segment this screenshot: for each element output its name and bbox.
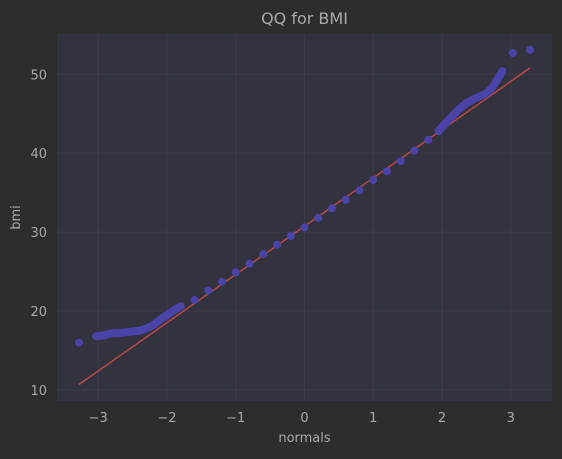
scatter-point bbox=[92, 332, 101, 341]
scatter-point bbox=[135, 326, 144, 335]
x-tick-label: 2 bbox=[438, 411, 446, 426]
scatter-point bbox=[462, 99, 471, 108]
scatter-point bbox=[455, 104, 464, 113]
scatter-point bbox=[468, 95, 477, 104]
scatter-point bbox=[498, 67, 507, 76]
x-axis-label: normals bbox=[278, 431, 331, 446]
scatter-point bbox=[176, 302, 185, 311]
scatter-point bbox=[286, 232, 295, 241]
scatter-point bbox=[121, 328, 130, 337]
scatter-point bbox=[441, 119, 450, 128]
scatter-point bbox=[142, 324, 151, 333]
x-tick-label: −2 bbox=[157, 411, 176, 426]
scatter-point bbox=[75, 338, 83, 347]
scatter-point bbox=[300, 223, 309, 232]
scatter-point bbox=[424, 135, 433, 144]
x-tick-label: 0 bbox=[300, 411, 308, 426]
y-tick-label: 20 bbox=[30, 305, 47, 320]
scatter-point bbox=[355, 186, 364, 195]
scatter-point bbox=[273, 240, 281, 249]
y-tick-label: 30 bbox=[30, 226, 47, 241]
scatter-point bbox=[314, 213, 323, 222]
scatter-point bbox=[218, 277, 226, 286]
scatter-point bbox=[231, 268, 240, 277]
y-axis-label: bmi bbox=[9, 205, 24, 230]
scatter-point bbox=[341, 195, 350, 204]
scatter-point bbox=[410, 146, 419, 155]
scatter-point bbox=[448, 112, 457, 121]
scatter-point bbox=[109, 329, 118, 338]
scatter-point bbox=[259, 250, 268, 259]
x-axis-ticks: −3 −2 −1 0 1 2 3 bbox=[89, 411, 515, 426]
y-axis-ticks: 10 20 30 40 50 bbox=[30, 68, 47, 399]
scatter-point bbox=[526, 45, 534, 54]
scatter-point bbox=[396, 157, 405, 166]
y-tick-label: 40 bbox=[30, 147, 47, 162]
y-tick-label: 10 bbox=[30, 384, 47, 399]
scatter-point bbox=[149, 321, 158, 330]
scatter-point bbox=[190, 295, 199, 304]
scatter-point bbox=[204, 286, 213, 295]
x-tick-label: 1 bbox=[369, 411, 377, 426]
scatter-point bbox=[245, 259, 254, 268]
scatter-point bbox=[383, 167, 391, 176]
scatter-point bbox=[508, 48, 517, 57]
scatter-point bbox=[487, 84, 496, 93]
scatter-point bbox=[156, 315, 165, 324]
scatter-point bbox=[369, 176, 378, 185]
grid-lines bbox=[57, 34, 552, 401]
scatter-point bbox=[434, 127, 443, 136]
scatter-point bbox=[475, 92, 484, 101]
scatter-point bbox=[169, 306, 178, 315]
y-tick-label: 50 bbox=[30, 68, 47, 83]
data-points-layer bbox=[75, 45, 534, 347]
scatter-point bbox=[492, 77, 501, 86]
x-tick-label: 3 bbox=[507, 411, 515, 426]
x-tick-label: −1 bbox=[226, 411, 245, 426]
scatter-point bbox=[114, 329, 123, 338]
chart-title: QQ for BMI bbox=[261, 9, 348, 28]
scatter-point bbox=[128, 327, 137, 336]
scatter-point bbox=[328, 204, 336, 213]
scatter-point bbox=[163, 310, 171, 319]
x-tick-label: −3 bbox=[89, 411, 108, 426]
